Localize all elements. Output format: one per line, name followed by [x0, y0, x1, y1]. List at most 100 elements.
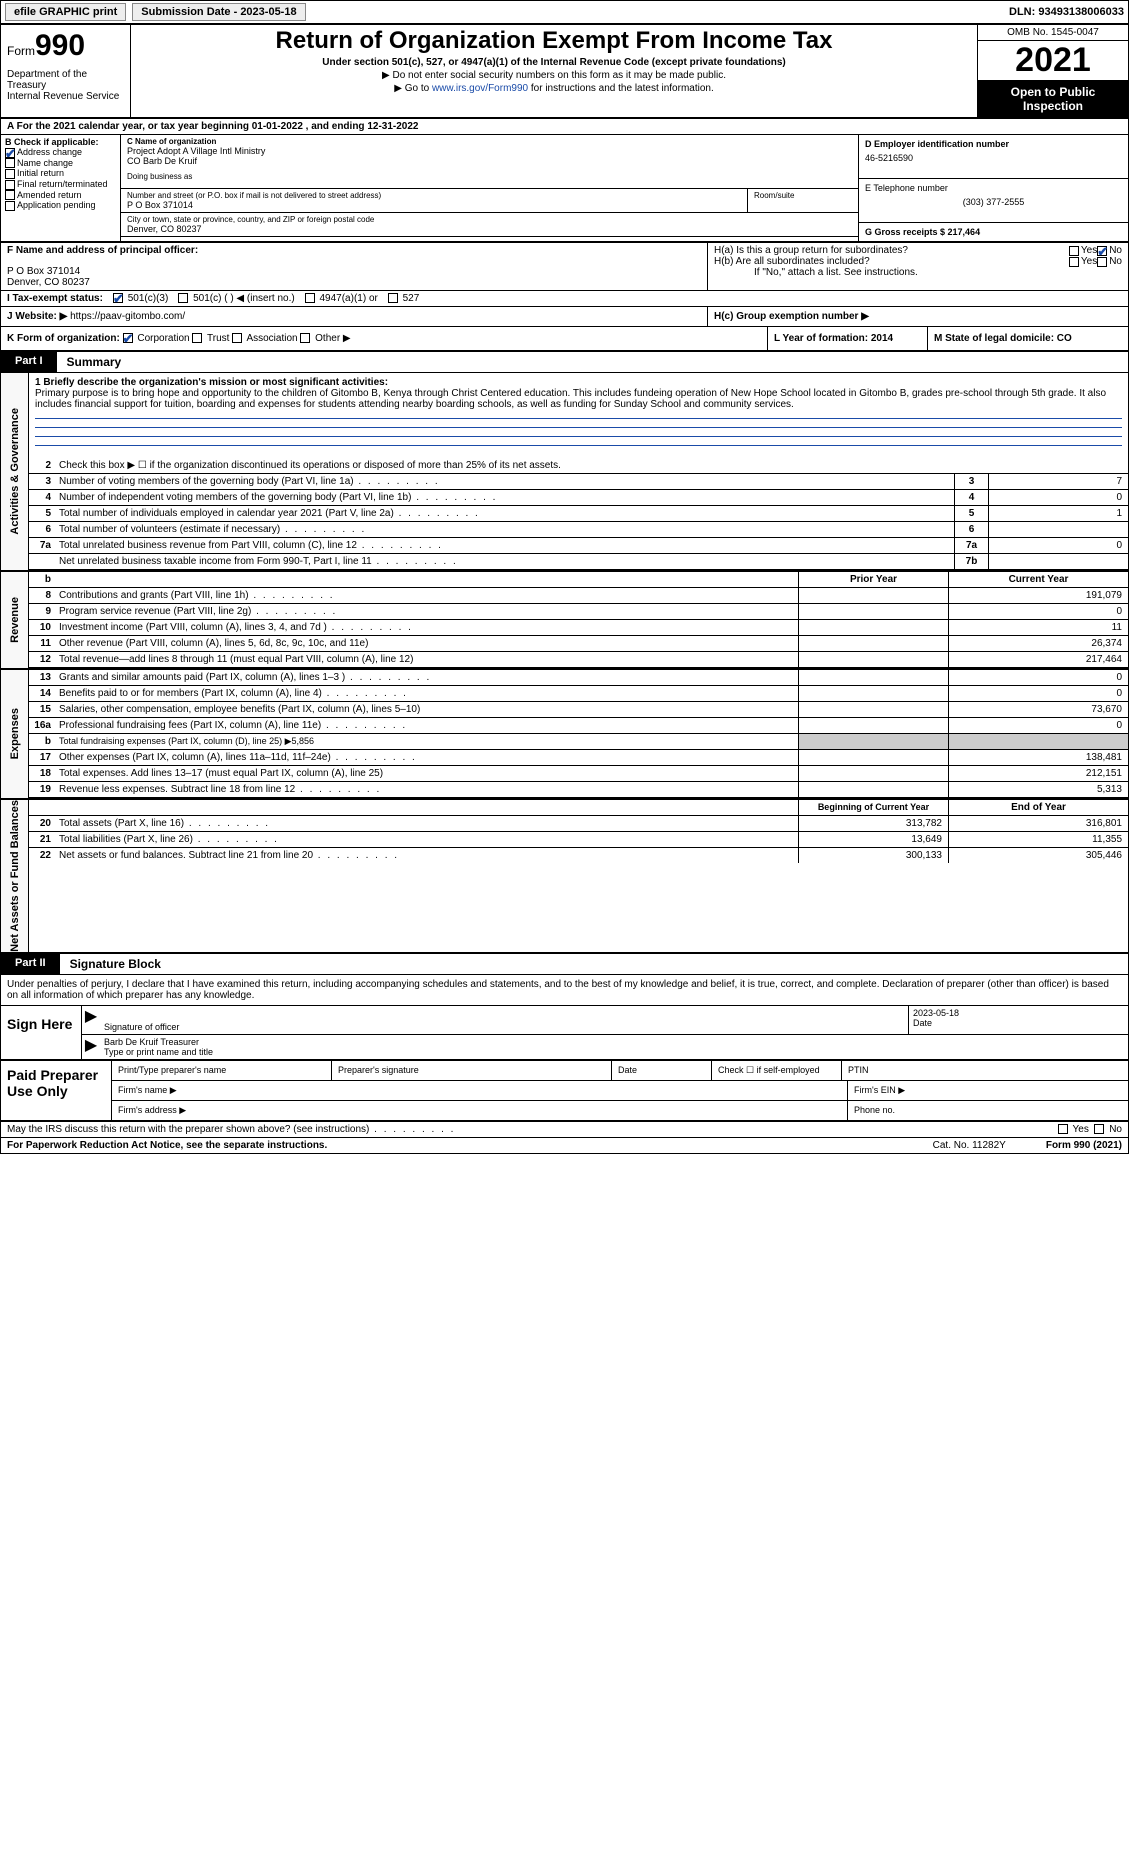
cat-no: Cat. No. 11282Y: [933, 1140, 1006, 1151]
co-name: CO Barb De Kruif: [127, 156, 852, 166]
ha-label: H(a) Is this a group return for subordin…: [714, 245, 1069, 256]
efile-button[interactable]: efile GRAPHIC print: [5, 3, 126, 21]
initial-return-checkbox[interactable]: [5, 169, 15, 179]
name-title-label: Type or print name and title: [104, 1047, 1124, 1057]
beg-year-hdr: Beginning of Current Year: [798, 800, 948, 815]
submission-date: Submission Date - 2023-05-18: [132, 3, 305, 21]
prep-name-label: Print/Type preparer's name: [112, 1061, 332, 1080]
dba-label: Doing business as: [127, 172, 852, 181]
line-7b: Net unrelated business taxable income fr…: [55, 554, 954, 569]
527-checkbox[interactable]: [388, 293, 398, 303]
name-change-checkbox[interactable]: [5, 158, 15, 168]
sign-here: Sign Here: [1, 1006, 81, 1059]
ein: 46-5216590: [865, 149, 1122, 163]
org-name-label: C Name of organization: [127, 137, 852, 146]
501c3-checkbox[interactable]: [113, 293, 123, 303]
mission-text: Primary purpose is to bring hope and opp…: [35, 388, 1122, 410]
subtitle-1: Under section 501(c), 527, or 4947(a)(1)…: [137, 57, 971, 68]
officer-name: Barb De Kruif Treasurer: [104, 1037, 1124, 1047]
tax-year: 2021: [978, 41, 1128, 81]
501c-checkbox[interactable]: [178, 293, 188, 303]
officer-addr2: Denver, CO 80237: [7, 277, 701, 288]
irs-discuss: May the IRS discuss this return with the…: [7, 1124, 1058, 1135]
addr-change-checkbox[interactable]: [5, 148, 15, 158]
room-label: Room/suite: [754, 191, 852, 200]
application-checkbox[interactable]: [5, 201, 15, 211]
trust-checkbox[interactable]: [192, 333, 202, 343]
line-18: Total expenses. Add lines 13–17 (must eq…: [55, 766, 798, 781]
line-1-label: 1 Briefly describe the organization's mi…: [35, 377, 1122, 388]
line-14: Benefits paid to or for members (Part IX…: [55, 686, 798, 701]
corp-checkbox[interactable]: [123, 333, 133, 343]
prep-check-label: Check ☐ if self-employed: [712, 1061, 842, 1080]
form-number: 990: [35, 29, 85, 62]
hb-no[interactable]: [1097, 257, 1107, 267]
state-domicile: M State of legal domicile: CO: [928, 327, 1128, 350]
omb-number: OMB No. 1545-0047: [978, 25, 1128, 41]
date-label: Date: [913, 1018, 1124, 1028]
prep-sig-label: Preparer's signature: [332, 1061, 612, 1080]
line-13: Grants and similar amounts paid (Part IX…: [55, 670, 798, 685]
irs-link[interactable]: www.irs.gov/Form990: [432, 83, 528, 94]
phone-label: E Telephone number: [865, 183, 1122, 193]
final-return-checkbox[interactable]: [5, 180, 15, 190]
line-19: Revenue less expenses. Subtract line 18 …: [55, 782, 798, 797]
phone: (303) 377-2555: [865, 193, 1122, 207]
city-label: City or town, state or province, country…: [127, 215, 852, 224]
sig-date: 2023-05-18: [913, 1008, 1124, 1018]
line-16b: Total fundraising expenses (Part IX, col…: [55, 734, 798, 749]
form-header: Form990 Department of the Treasury Inter…: [1, 25, 1128, 119]
hb-yes[interactable]: [1069, 257, 1079, 267]
department: Department of the Treasury Internal Reve…: [7, 63, 124, 102]
part-2-title: Signature Block: [60, 954, 171, 974]
line-17: Other expenses (Part IX, column (A), lin…: [55, 750, 798, 765]
side-expenses: Expenses: [9, 708, 21, 759]
line-20: Total assets (Part X, line 16): [55, 816, 798, 831]
paperwork-notice: For Paperwork Reduction Act Notice, see …: [7, 1140, 327, 1151]
line-5: Total number of individuals employed in …: [55, 506, 954, 521]
line-12: Total revenue—add lines 8 through 11 (mu…: [55, 652, 798, 667]
firm-phone-label: Phone no.: [848, 1101, 1128, 1120]
declaration-text: Under penalties of perjury, I declare th…: [1, 975, 1128, 1006]
form-title: Return of Organization Exempt From Incom…: [137, 27, 971, 55]
form-footer: Form 990 (2021): [1046, 1140, 1122, 1151]
sig-officer-label: Signature of officer: [104, 1022, 904, 1032]
discuss-no[interactable]: [1094, 1124, 1104, 1134]
assoc-checkbox[interactable]: [232, 333, 242, 343]
4947-checkbox[interactable]: [305, 293, 315, 303]
hb-note: If "No," attach a list. See instructions…: [714, 267, 1122, 278]
city: Denver, CO 80237: [127, 224, 852, 234]
korg-label: K Form of organization:: [7, 333, 120, 344]
prep-date-label: Date: [612, 1061, 712, 1080]
ptin-label: PTIN: [842, 1061, 1128, 1080]
top-bar: efile GRAPHIC print Submission Date - 20…: [1, 1, 1128, 25]
part-2-tag: Part II: [1, 954, 60, 974]
current-year-hdr: Current Year: [948, 572, 1128, 587]
part-1-tag: Part I: [1, 352, 57, 372]
firm-addr-label: Firm's address ▶: [112, 1101, 848, 1120]
side-netassets: Net Assets or Fund Balances: [9, 800, 21, 952]
form-word: Form: [7, 44, 35, 58]
gross-receipts: G Gross receipts $ 217,464: [865, 227, 1122, 237]
side-governance: Activities & Governance: [9, 408, 21, 535]
part-1-title: Summary: [57, 352, 132, 372]
discuss-yes[interactable]: [1058, 1124, 1068, 1134]
website-label: J Website: ▶: [7, 311, 67, 322]
line-6: Total number of volunteers (estimate if …: [55, 522, 954, 537]
ha-no[interactable]: [1097, 246, 1107, 256]
firm-name-label: Firm's name ▶: [112, 1081, 848, 1100]
line-7a: Total unrelated business revenue from Pa…: [55, 538, 954, 553]
amended-checkbox[interactable]: [5, 190, 15, 200]
subtitle-2: ▶ Do not enter social security numbers o…: [137, 70, 971, 81]
line-22: Net assets or fund balances. Subtract li…: [55, 848, 798, 863]
line-16a: Professional fundraising fees (Part IX, …: [55, 718, 798, 733]
officer-addr1: P O Box 371014: [7, 266, 701, 277]
line-15: Salaries, other compensation, employee b…: [55, 702, 798, 717]
side-revenue: Revenue: [9, 597, 21, 643]
ha-yes[interactable]: [1069, 246, 1079, 256]
street-label: Number and street (or P.O. box if mail i…: [127, 191, 741, 200]
org-name: Project Adopt A Village Intl Ministry: [127, 146, 852, 156]
officer-label: F Name and address of principal officer:: [7, 245, 701, 256]
other-checkbox[interactable]: [300, 333, 310, 343]
website-url: https://paav-gitombo.com/: [70, 311, 185, 322]
